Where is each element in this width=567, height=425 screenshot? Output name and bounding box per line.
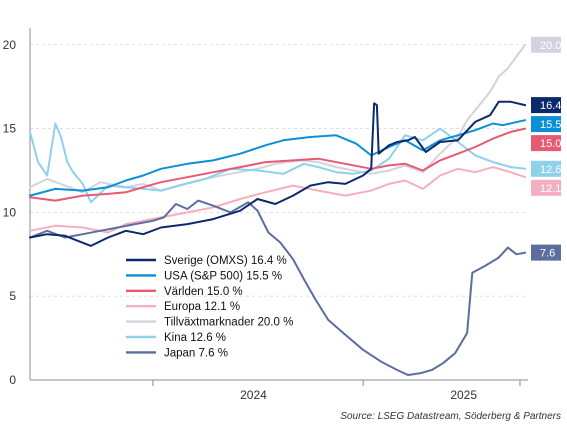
series-line-2 xyxy=(29,127,527,202)
series-line-6 xyxy=(29,199,527,376)
end-label-value: 15.0 xyxy=(540,138,561,150)
end-label-value: 15.5 xyxy=(540,119,561,131)
legend-entry: Tillväxtmarknader 20.0 % xyxy=(164,317,293,329)
end-label-value: 16.4 xyxy=(540,100,561,112)
end-label-value: 7.6 xyxy=(540,248,555,260)
end-label-box xyxy=(531,97,561,114)
legend-entry: Europa 12.1 % xyxy=(164,301,240,313)
legend-entry: Kina 12.6 % xyxy=(164,332,226,344)
series-line-0 xyxy=(29,100,527,247)
y-tick-label: 10 xyxy=(3,205,17,219)
end-label-box xyxy=(531,135,561,152)
end-label-box xyxy=(531,160,561,177)
series-line-5 xyxy=(29,122,527,204)
legend-entry: Världen 15.0 % xyxy=(164,286,243,298)
y-tick-label: 0 xyxy=(9,373,16,387)
end-label-box xyxy=(531,244,561,261)
end-label-box xyxy=(531,179,561,196)
axes: 0 5 10 15 20 2024 2025 xyxy=(3,28,528,402)
x-tick-label: 2025 xyxy=(450,388,477,402)
end-label-value: 12.1 xyxy=(540,183,561,195)
end-labels: 20.0 16.4 15.5 15.0 12.6 12.1 7.6 xyxy=(531,36,561,261)
series-line-3 xyxy=(29,166,527,234)
gridlines xyxy=(30,44,528,381)
series-lines xyxy=(29,43,527,376)
legend-entry: USA (S&P 500) 15.5 % xyxy=(164,270,282,282)
y-tick-label: 15 xyxy=(3,122,17,136)
legend-entry: Sverige (OMXS) 16.4 % xyxy=(164,255,287,267)
end-label-value: 12.6 xyxy=(540,164,561,176)
x-tick-label: 2024 xyxy=(240,388,267,402)
end-label-value: 20.0 xyxy=(540,40,561,52)
series-line-1 xyxy=(29,119,527,197)
series-line-4 xyxy=(29,43,527,194)
y-tick-label: 20 xyxy=(3,38,17,52)
y-tick-label: 5 xyxy=(9,289,16,303)
legend: Sverige (OMXS) 16.4 % USA (S&P 500) 15.5 … xyxy=(126,255,293,359)
source-note: Source: LSEG Datastream, Söderberg & Par… xyxy=(340,411,561,422)
end-label-box xyxy=(531,116,561,133)
end-label-box xyxy=(531,36,561,53)
legend-entry: Japan 7.6 % xyxy=(164,347,228,359)
